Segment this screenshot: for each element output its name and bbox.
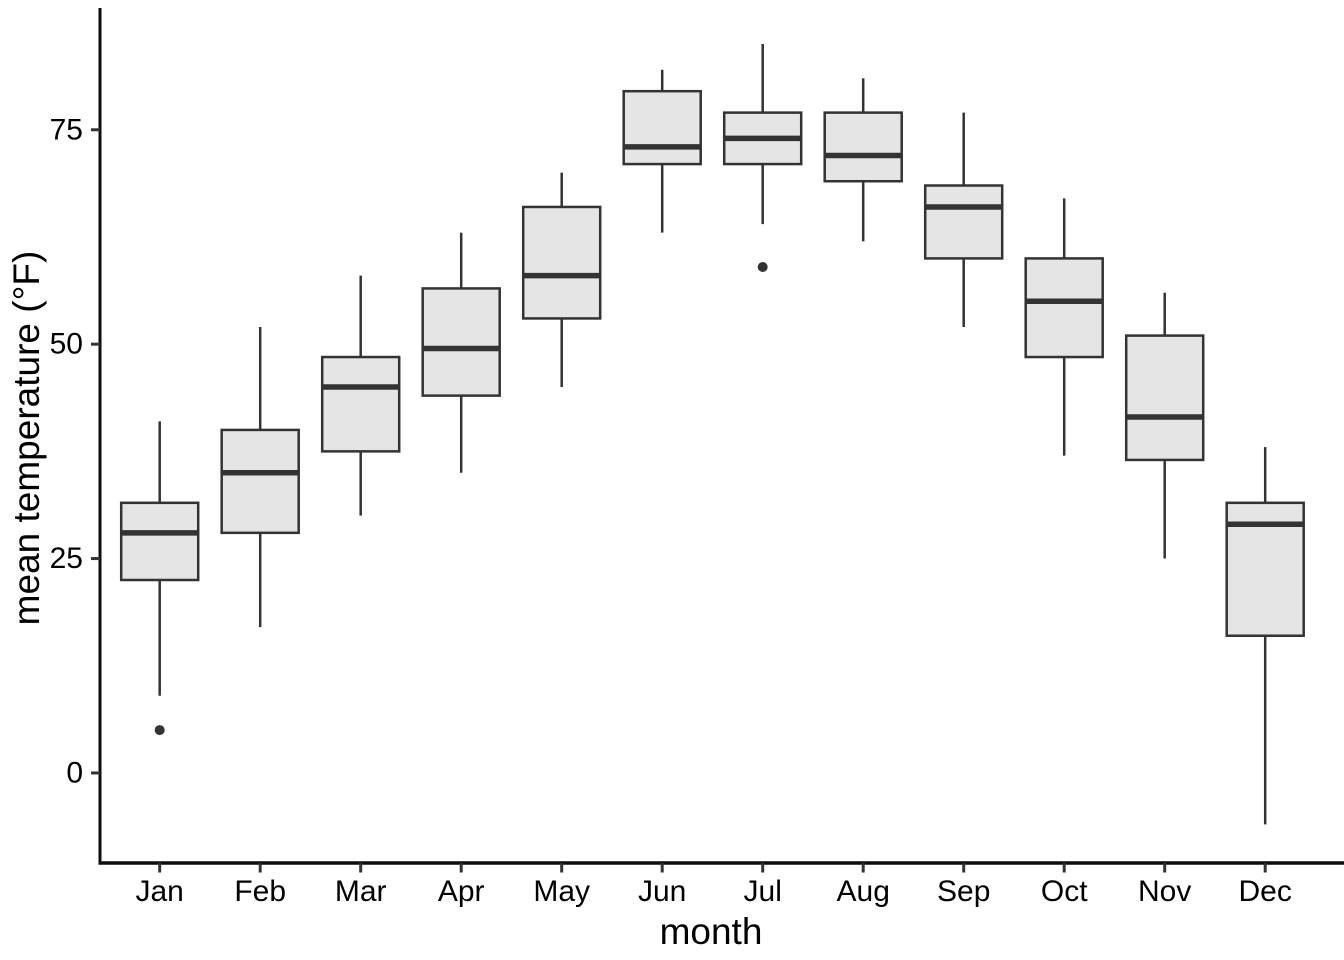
box-Aug: [823, 111, 903, 183]
x-tick-label-Mar: Mar: [335, 875, 387, 908]
x-tick-label-Jul: Jul: [744, 875, 782, 908]
y-tick-label-75: 75: [50, 113, 83, 146]
box-Sep: [923, 184, 1004, 260]
x-tick-label-Dec: Dec: [1239, 875, 1292, 908]
y-tick-label-50: 50: [50, 328, 83, 361]
x-tick-label-Oct: Oct: [1041, 875, 1088, 908]
x-tick-label-Apr: Apr: [438, 875, 485, 908]
box-Mar: [320, 355, 401, 453]
outlier-point-Jul-0: [757, 261, 768, 272]
y-axis-title: mean temperature (°F): [6, 250, 47, 626]
box-Oct: [1024, 257, 1104, 359]
y-tick-label-25: 25: [50, 542, 83, 575]
x-tick-label-Sep: Sep: [937, 875, 990, 908]
box-Feb: [220, 428, 300, 535]
x-tick-label-Feb: Feb: [234, 875, 286, 908]
x-axis-title: month: [659, 911, 763, 952]
x-tick-label-Aug: Aug: [837, 875, 890, 908]
box-Nov: [1124, 334, 1205, 462]
box-Apr: [421, 287, 501, 397]
box-Jun: [622, 89, 702, 166]
y-tick-label-0: 0: [66, 756, 83, 789]
box-May: [521, 205, 602, 320]
x-tick-label-May: May: [533, 875, 590, 908]
x-tick-label-Nov: Nov: [1138, 875, 1191, 908]
outlier-point-Jan-0: [154, 725, 165, 736]
x-tick-label-Jan: Jan: [136, 875, 184, 908]
x-tick-label-Jun: Jun: [638, 875, 686, 908]
box-Jan: [119, 501, 200, 582]
